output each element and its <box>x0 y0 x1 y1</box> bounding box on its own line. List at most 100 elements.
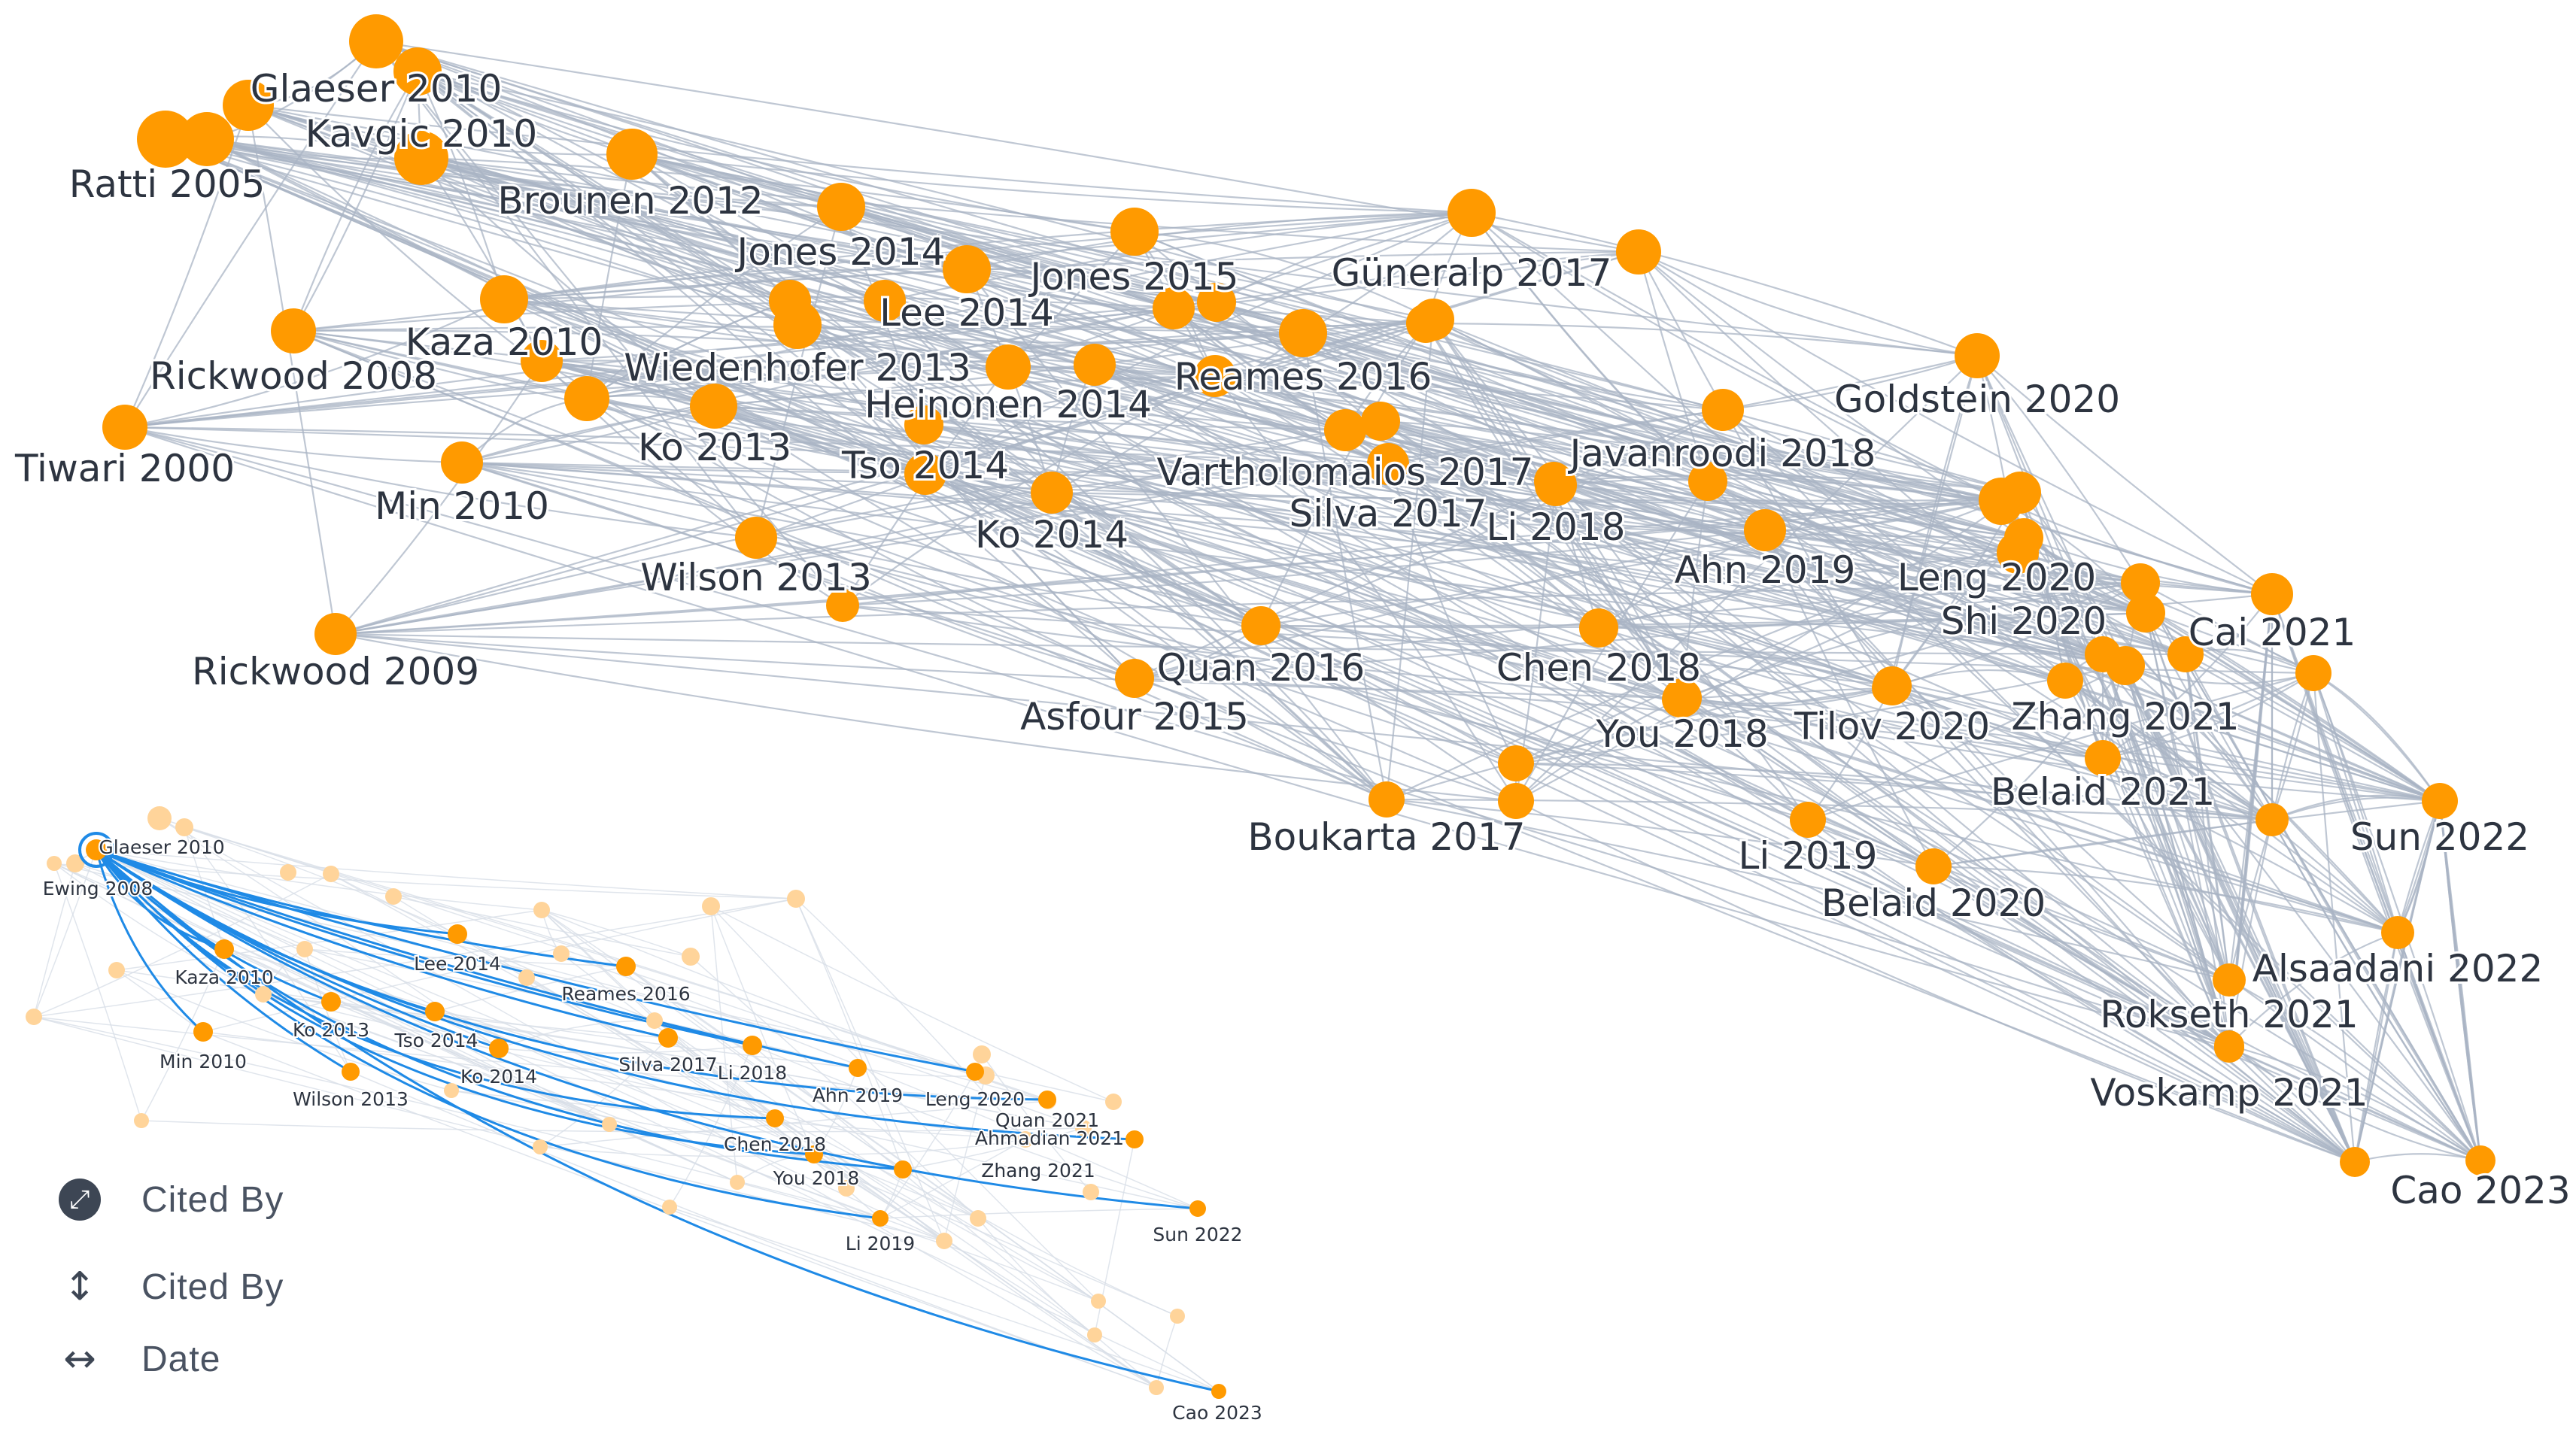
paper-node-you2018[interactable] <box>1663 678 1702 717</box>
paper-node[interactable] <box>180 112 234 166</box>
paper-node-rickwood2008[interactable] <box>271 308 316 353</box>
inset-node-quan2021[interactable] <box>1038 1091 1056 1109</box>
paper-node-faded[interactable] <box>1149 1380 1164 1395</box>
paper-node-wilson2013[interactable] <box>735 517 777 559</box>
paper-node-faded[interactable] <box>444 1083 459 1098</box>
paper-node[interactable] <box>564 376 609 421</box>
paper-node-min2010[interactable] <box>441 441 483 484</box>
paper-node-faded[interactable] <box>134 1113 149 1128</box>
legend-item-cited-by-size[interactable]: ⤢ Cited By <box>53 1169 284 1230</box>
inset-node-li2018[interactable] <box>743 1036 762 1055</box>
paper-node-faded[interactable] <box>175 818 193 836</box>
paper-node[interactable] <box>2295 655 2331 691</box>
paper-node[interactable] <box>2126 593 2165 633</box>
legend-item-cited-by-vertical[interactable]: ↕ Cited By <box>53 1257 284 1317</box>
paper-node-faded[interactable] <box>973 1045 991 1063</box>
inset-node-min2010[interactable] <box>193 1022 213 1042</box>
paper-node[interactable] <box>2256 803 2289 836</box>
paper-node-sun2022[interactable] <box>2422 783 2458 819</box>
inset-node-sun2022[interactable] <box>1189 1200 1206 1217</box>
paper-node[interactable] <box>2340 1147 2370 1177</box>
paper-node-jones2014[interactable] <box>817 183 865 231</box>
paper-node-boukarta2017[interactable] <box>1368 781 1405 818</box>
paper-node-faded[interactable] <box>518 969 535 986</box>
paper-node-faded[interactable] <box>1083 1184 1099 1200</box>
inset-node-zhang2021[interactable] <box>894 1160 912 1179</box>
paper-node-lee2014[interactable] <box>943 245 991 293</box>
inset-node-ahn2019[interactable] <box>849 1059 867 1077</box>
paper-node[interactable] <box>393 47 442 96</box>
paper-node[interactable] <box>1406 304 1445 343</box>
paper-node-kaza2010[interactable] <box>480 275 528 323</box>
paper-node-faded[interactable] <box>1087 1327 1102 1342</box>
paper-node-rickwood2009[interactable] <box>314 613 357 655</box>
paper-node[interactable] <box>1498 783 1534 819</box>
paper-node[interactable] <box>1498 745 1534 781</box>
paper-node-tilov2020[interactable] <box>1873 666 1912 705</box>
paper-node[interactable] <box>2047 663 2083 699</box>
paper-node-faded[interactable] <box>787 890 805 908</box>
paper-node-faded[interactable] <box>970 1210 986 1227</box>
paper-node-faded[interactable] <box>1105 1094 1122 1110</box>
inset-node-reames2016[interactable] <box>616 957 636 976</box>
paper-node-ratti2005[interactable] <box>137 111 194 168</box>
paper-node-faded[interactable] <box>553 945 570 962</box>
inset-node-lee2014[interactable] <box>448 924 467 944</box>
paper-node-guneralp2017[interactable] <box>1447 189 1496 237</box>
paper-node-voskamp2021[interactable] <box>2214 1033 2244 1063</box>
paper-node[interactable] <box>1361 402 1400 441</box>
paper-node[interactable] <box>2121 563 2160 602</box>
paper-node[interactable] <box>521 340 563 382</box>
paper-node-faded[interactable] <box>147 806 172 830</box>
paper-node-brounen2012[interactable] <box>606 129 658 180</box>
inset-node-chen2018[interactable] <box>766 1109 784 1127</box>
inset-node-silva2017[interactable] <box>658 1028 678 1048</box>
inset-node-ko2014[interactable] <box>489 1039 509 1058</box>
paper-node[interactable] <box>826 589 859 622</box>
paper-node-reames2016[interactable] <box>1279 309 1327 357</box>
paper-node-heinonen2014[interactable] <box>986 344 1031 390</box>
paper-node-ahn2019[interactable] <box>1744 509 1786 551</box>
paper-node-faded[interactable] <box>1170 1309 1185 1324</box>
inset-node-li2019[interactable] <box>872 1210 889 1227</box>
paper-node-tiwari2000[interactable] <box>102 405 147 450</box>
paper-node-li2018[interactable] <box>1535 464 1577 506</box>
paper-node-ko2013[interactable] <box>692 384 737 429</box>
paper-node[interactable] <box>864 280 906 322</box>
paper-node[interactable] <box>1194 355 1236 397</box>
paper-node-faded[interactable] <box>838 1180 855 1197</box>
inset-node-leng2020[interactable] <box>966 1063 984 1081</box>
paper-node-quan2016[interactable] <box>1241 606 1280 645</box>
inset-node-ko2013[interactable] <box>321 992 341 1012</box>
inset-node-cao2023[interactable] <box>1211 1384 1226 1399</box>
paper-node-ko2014[interactable] <box>1031 472 1073 514</box>
paper-node-faded[interactable] <box>702 897 720 915</box>
paper-node-chen2018[interactable] <box>1579 608 1618 648</box>
paper-node[interactable] <box>1197 283 1236 322</box>
paper-node-belaid2020[interactable] <box>1915 848 1952 884</box>
paper-node-faded[interactable] <box>936 1233 952 1249</box>
paper-node-faded[interactable] <box>108 962 125 978</box>
paper-node-faded[interactable] <box>1091 1294 1106 1309</box>
paper-node[interactable] <box>1616 229 1661 275</box>
paper-node-glaeser2010[interactable] <box>223 80 274 131</box>
inset-node-tso2014[interactable] <box>425 1002 445 1021</box>
paper-node-faded[interactable] <box>1075 1120 1092 1136</box>
legend-item-date[interactable]: ↔ Date <box>53 1329 220 1389</box>
paper-node-kavgic2010[interactable] <box>394 131 448 185</box>
paper-node-belaid2021[interactable] <box>2085 740 2121 776</box>
paper-node-faded[interactable] <box>47 856 62 871</box>
paper-node[interactable] <box>1074 344 1116 386</box>
paper-node-faded[interactable] <box>602 1117 617 1132</box>
paper-node-faded[interactable] <box>26 1009 42 1025</box>
paper-node-asfour2015[interactable] <box>1115 659 1154 698</box>
paper-node-faded[interactable] <box>255 986 272 1003</box>
paper-node-faded[interactable] <box>280 864 296 881</box>
paper-node-tso2014[interactable] <box>904 453 946 495</box>
paper-node-jones2015[interactable] <box>1110 208 1159 256</box>
inset-node-you2018[interactable] <box>805 1145 823 1163</box>
paper-node-faded[interactable] <box>730 1175 745 1190</box>
paper-node-zhang2021[interactable] <box>2106 646 2145 685</box>
paper-node-faded[interactable] <box>1017 1131 1034 1148</box>
paper-node[interactable] <box>349 14 403 68</box>
